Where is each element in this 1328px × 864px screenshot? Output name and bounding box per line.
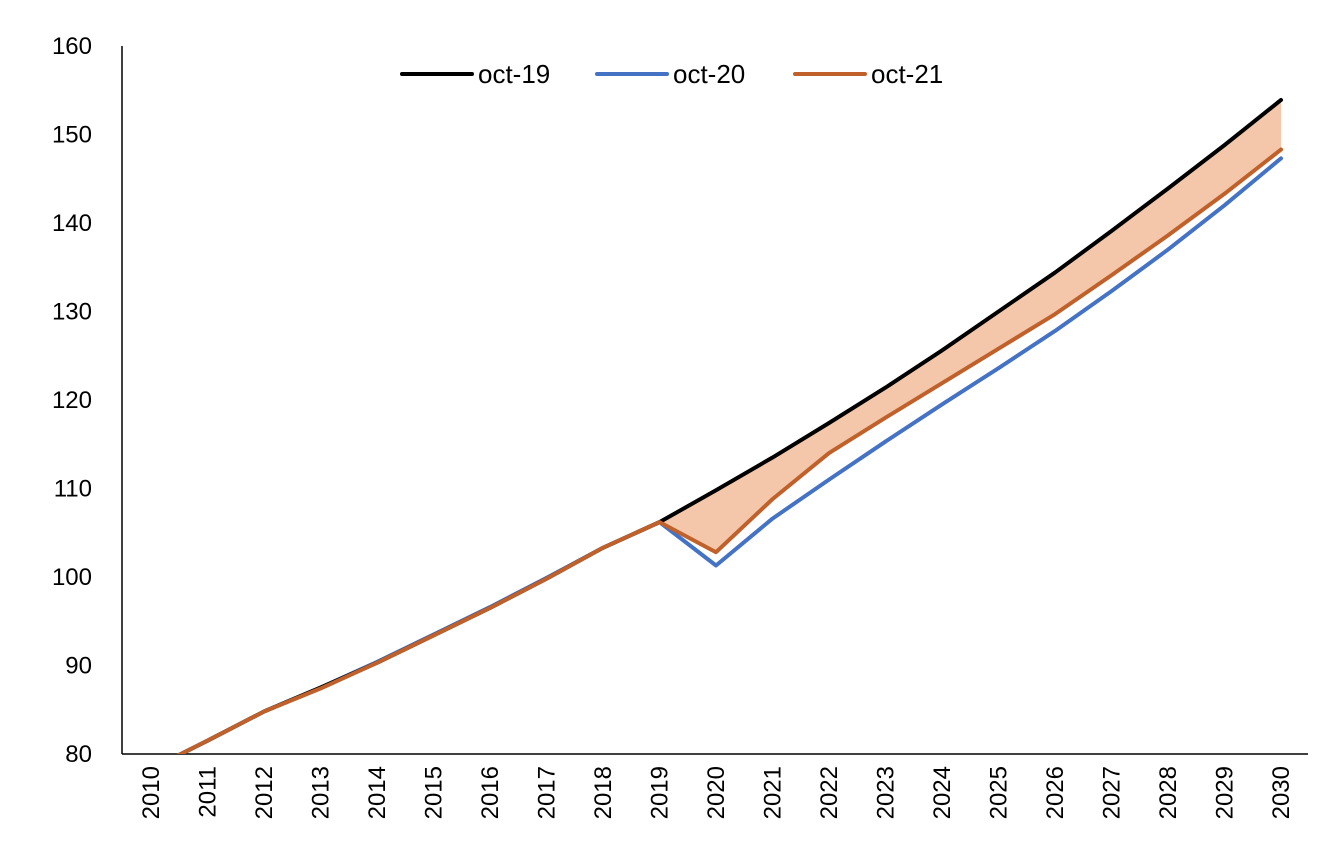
x-tick-label: 2021 xyxy=(760,766,787,819)
x-tick-label: 2026 xyxy=(1042,766,1069,819)
x-tick-label: 2011 xyxy=(195,766,222,818)
legend: oct-19 oct-20 oct-21 xyxy=(400,59,943,89)
x-tick-label: 2027 xyxy=(1099,766,1126,819)
x-tick-label: 2012 xyxy=(251,766,278,819)
x-tick-label: 2024 xyxy=(929,766,956,819)
x-tick-label: 2018 xyxy=(590,766,617,819)
series-lines xyxy=(176,97,1283,754)
x-tick-label: 2023 xyxy=(873,766,900,819)
x-tick-label: 2028 xyxy=(1155,766,1182,819)
x-tick-label: 2019 xyxy=(647,766,674,819)
x-tick-label: 2030 xyxy=(1268,766,1295,819)
x-tick-label: 2017 xyxy=(534,766,561,819)
y-tick-label: 140 xyxy=(52,210,92,237)
x-tick-label: 2014 xyxy=(364,766,391,819)
x-tick-label: 2025 xyxy=(986,766,1013,819)
y-tick-label: 160 xyxy=(52,33,92,60)
y-tick-label: 90 xyxy=(65,653,92,680)
legend-label: oct-21 xyxy=(871,59,943,89)
y-tick-label: 150 xyxy=(52,122,92,149)
x-tick-label: 2029 xyxy=(1212,766,1239,819)
shaded-band xyxy=(659,99,1281,553)
series-line-oct-21 xyxy=(176,147,1283,754)
legend-label: oct-19 xyxy=(478,59,550,89)
x-tick-label: 2015 xyxy=(421,766,448,819)
x-tick-label: 2016 xyxy=(477,766,504,819)
y-tick-label: 100 xyxy=(52,564,92,591)
shaded-band-layer xyxy=(659,99,1281,553)
y-tick-label: 80 xyxy=(65,741,92,768)
x-tick-label: 2010 xyxy=(138,766,165,819)
axes xyxy=(121,46,1308,755)
legend-label: oct-20 xyxy=(673,59,745,89)
y-tick-labels: 80 90 100 110 120 130 140 150 160 xyxy=(52,33,92,768)
x-tick-label: 2013 xyxy=(308,766,335,819)
y-tick-label: 120 xyxy=(52,387,92,414)
x-tick-label: 2022 xyxy=(816,766,843,819)
y-tick-label: 110 xyxy=(54,476,92,503)
y-tick-label: 130 xyxy=(52,299,92,326)
x-tick-label: 2020 xyxy=(703,766,730,819)
series-line-oct-19 xyxy=(176,97,1283,754)
x-tick-labels: 2010 2011 2012 2013 2014 2015 2016 2017 2018 2019… xyxy=(138,766,1295,819)
